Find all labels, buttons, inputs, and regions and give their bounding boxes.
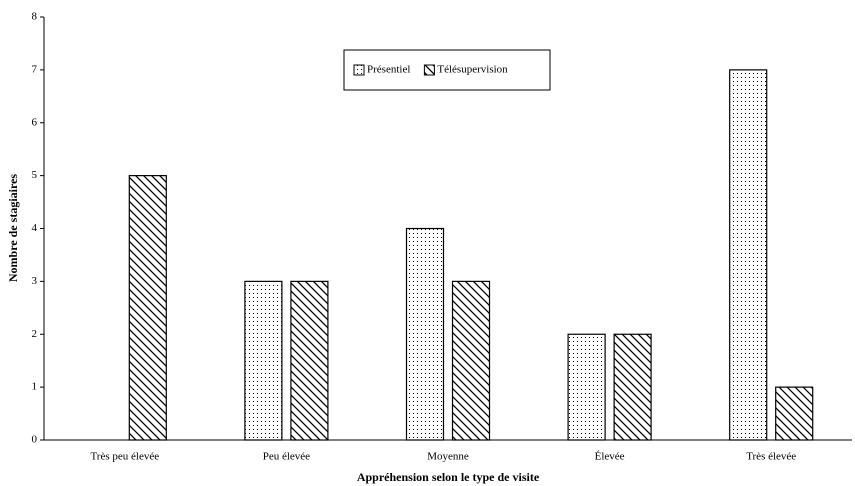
- bar: [405, 227, 445, 441]
- bar: [451, 280, 491, 441]
- y-tick-label: 0: [32, 434, 38, 446]
- x-tick-label: Très peu élevée: [90, 451, 159, 463]
- x-tick-label: Très élevée: [746, 451, 796, 463]
- bar: [775, 386, 814, 441]
- x-axis-title: Appréhension selon le type de visite: [357, 470, 540, 484]
- y-tick-label: 6: [32, 116, 38, 128]
- y-axis-title: Nombre de stagiaires: [6, 174, 20, 283]
- legend-label: Télésupervision: [437, 64, 508, 76]
- y-tick-label: 5: [32, 169, 38, 181]
- bar: [729, 69, 768, 441]
- bar: [613, 333, 652, 441]
- y-tick-label: 2: [32, 328, 38, 340]
- legend-swatch: [423, 64, 435, 76]
- y-tick-label: 7: [32, 63, 38, 75]
- legend-label: Présentiel: [367, 64, 410, 76]
- bar: [567, 333, 606, 441]
- legend-swatch: [353, 64, 365, 76]
- bar: [128, 175, 167, 441]
- y-tick-label: 1: [32, 381, 38, 393]
- legend-box: [343, 49, 551, 91]
- y-tick-label: 8: [32, 11, 38, 23]
- x-tick-label: Peu élevée: [263, 451, 310, 463]
- bar: [290, 280, 329, 441]
- bar: [244, 280, 283, 441]
- x-tick-label: Élevée: [595, 451, 625, 463]
- legend: Présentiel Télésupervision: [343, 49, 551, 91]
- x-tick-label: Moyenne: [427, 451, 469, 463]
- y-tick-label: 3: [32, 275, 38, 287]
- y-tick-label: 4: [32, 222, 38, 234]
